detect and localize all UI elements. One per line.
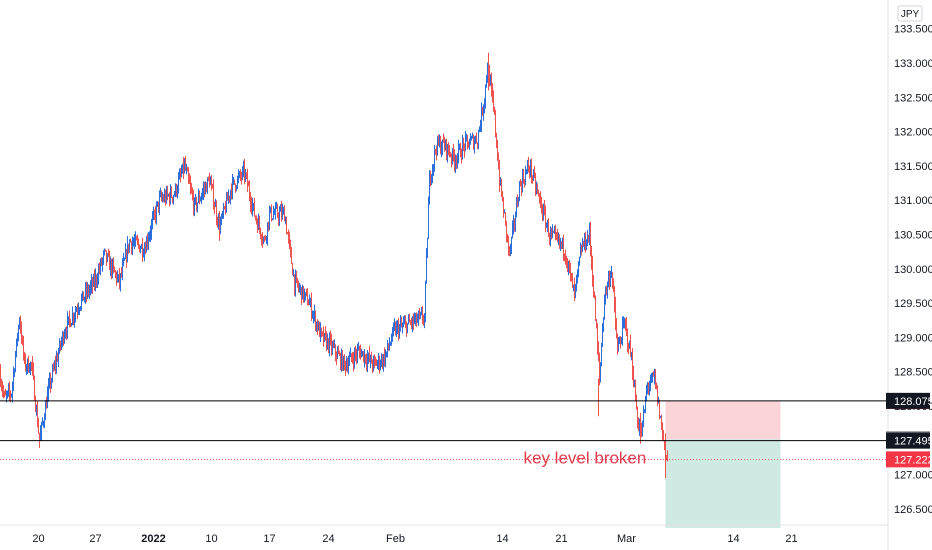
price-tick-label: 128.500	[894, 367, 932, 379]
level-tag-2[interactable]: 127.222	[886, 451, 932, 468]
tag-label: 127.495	[894, 436, 932, 448]
price-tick-label: 127.000	[894, 470, 932, 482]
time-axis: 20 27 2022 10 17 24 Feb 14 21 Mar 14 21	[0, 524, 888, 545]
time-tick-label: 2022	[141, 533, 165, 545]
tag-label: 127.222	[894, 454, 932, 466]
time-tick-label: 14	[727, 533, 739, 545]
time-tick-label: 24	[322, 533, 334, 545]
price-tick-label: 129.000	[894, 332, 932, 344]
tag-bg	[886, 392, 930, 409]
price-tick-label: 126.500	[894, 504, 932, 516]
price-tick-label: 131.000	[894, 195, 932, 207]
tag-bg	[886, 451, 930, 468]
annotations: key level broken	[524, 448, 647, 467]
price-tick-label: 131.500	[894, 161, 932, 173]
level-tag-1[interactable]: 127.495	[886, 432, 932, 449]
level-tag-0[interactable]: 128.075	[886, 392, 932, 409]
take-profit-zone[interactable]	[665, 439, 781, 528]
currency-badge-label: JPY	[901, 9, 920, 20]
price-tick-label: 132.500	[894, 92, 932, 104]
price-tick-label: 133.000	[894, 58, 932, 70]
time-tick-label: 14	[496, 533, 508, 545]
price-tick-label: 130.000	[894, 264, 932, 276]
time-tick-label: Mar	[617, 533, 636, 545]
annotation-label: key level broken	[524, 448, 647, 467]
currency-badge[interactable]: JPY	[897, 5, 923, 22]
price-tick-label: 130.500	[894, 230, 932, 242]
time-tick-label: 27	[89, 533, 101, 545]
price-tick-label: 132.000	[894, 127, 932, 139]
time-tick-label: 10	[205, 533, 217, 545]
price-tick-label: 129.500	[894, 298, 932, 310]
position-zones	[665, 400, 781, 528]
price-axis: 126.500127.000128.000128.500129.000129.5…	[887, 0, 932, 550]
tag-label: 128.075	[894, 396, 932, 408]
stop-loss-zone[interactable]	[665, 400, 781, 440]
tag-bg	[886, 432, 930, 449]
time-tick-label: 21	[555, 533, 567, 545]
candles	[0, 52, 668, 479]
time-tick-label: Feb	[386, 533, 405, 545]
time-tick-label: 21	[785, 533, 797, 545]
price-tick-label: 133.500	[894, 24, 932, 36]
time-tick-label: 17	[263, 533, 275, 545]
time-tick-label: 20	[32, 533, 44, 545]
level-lines	[0, 400, 888, 460]
